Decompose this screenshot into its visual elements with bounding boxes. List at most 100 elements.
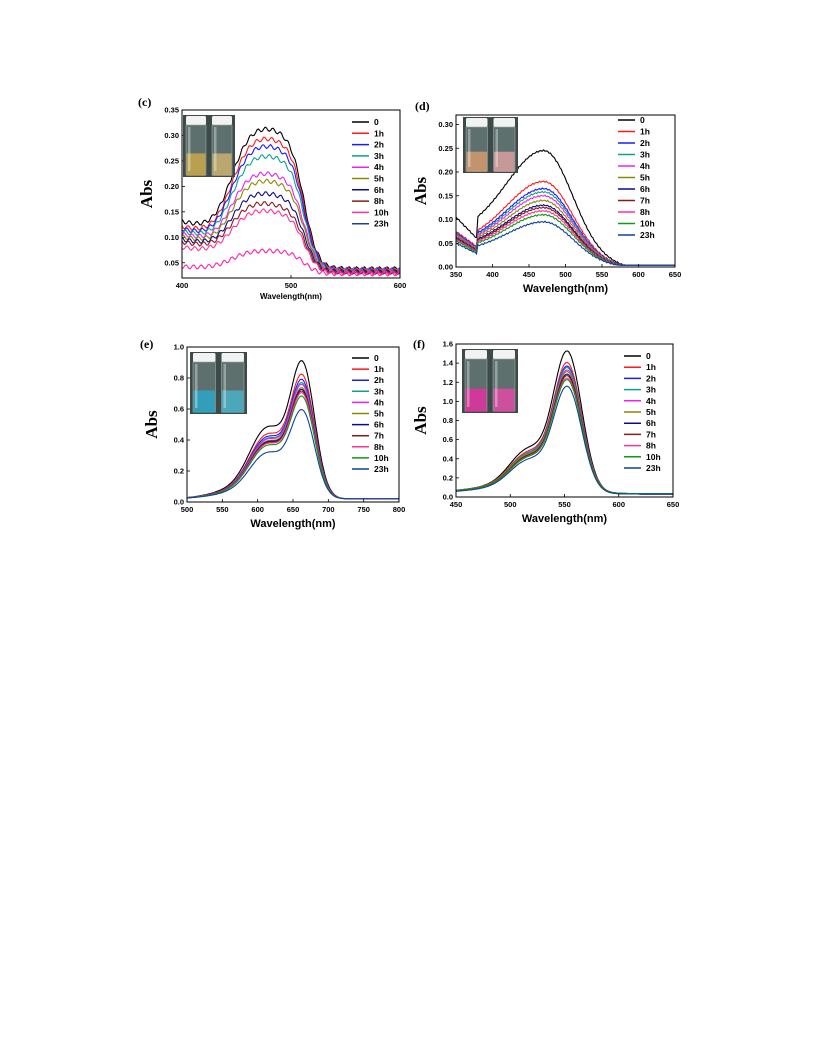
y-tick-label-c-0.15: 0.15 — [164, 207, 179, 216]
x-tick-label-e-700: 700 — [322, 505, 335, 514]
y-tick-label-f-1.4: 1.4 — [443, 359, 454, 368]
series-group-f — [456, 350, 673, 495]
y-tick-label-f-1: 1.0 — [443, 397, 453, 406]
legend-label-e-5h: 5h — [374, 409, 384, 419]
y-tick-label-e-0.4: 0.4 — [174, 436, 185, 445]
series-line-c-6h — [182, 191, 400, 275]
legend-label-f-6h: 6h — [646, 418, 656, 428]
y-axis-title-c: Abs — [137, 179, 156, 208]
y-axis-title-e: Abs — [142, 410, 161, 439]
y-tick-label-e-0.2: 0.2 — [174, 467, 184, 476]
x-tick-label-e-500: 500 — [181, 505, 194, 514]
y-tick-label-d-0: 0.00 — [438, 263, 453, 272]
y-tick-label-c-0.35: 0.35 — [164, 106, 179, 115]
y-tick-label-d-0.05: 0.05 — [438, 239, 453, 248]
legend-label-f-10h: 10h — [646, 452, 661, 462]
legend-label-d-1h: 1h — [640, 127, 650, 137]
legend-label-e-4h: 4h — [374, 397, 384, 407]
x-tick-label-d-500: 500 — [559, 270, 572, 279]
y-tick-label-c-0.25: 0.25 — [164, 157, 179, 166]
panel-c: (c) 400 500 600 0.05 0.10 0.15 0.20 0.25 0.30 0.35… — [137, 95, 406, 301]
legend-label-d-3h: 3h — [640, 150, 650, 160]
legend-label-c-6h: 6h — [374, 185, 384, 195]
legend-label-e-2h: 2h — [374, 375, 384, 385]
x-tick-label-c-500: 500 — [285, 281, 298, 290]
legend-label-f-23h: 23h — [646, 463, 661, 473]
y-tick-label-f-0.2: 0.2 — [443, 473, 453, 482]
x-tick-label-e-650: 650 — [287, 505, 300, 514]
y-tick-label-d-0.25: 0.25 — [438, 144, 453, 153]
legend-label-e-10h: 10h — [374, 453, 389, 463]
legend-label-e-6h: 6h — [374, 420, 384, 430]
series-line-c-23h — [182, 248, 400, 277]
panel-letter-c: (c) — [138, 95, 151, 109]
x-tick-label-d-350: 350 — [450, 270, 463, 279]
y-tick-label-e-0.6: 0.6 — [174, 405, 184, 414]
y-axis-title-f: Abs — [411, 406, 430, 435]
panel-e: (e) 500 550 600 650 700 750 800 0.0 0.2 0.4 0.6 0.8 1… — [140, 337, 405, 530]
y-tick-label-e-1: 1.0 — [174, 343, 184, 352]
x-tick-label-e-550: 550 — [216, 505, 229, 514]
y-tick-label-c-0.3: 0.30 — [164, 131, 179, 140]
y-tick-label-f-0.4: 0.4 — [443, 454, 454, 463]
x-tick-label-c-600: 600 — [394, 281, 407, 290]
panel-letter-e: (e) — [140, 337, 153, 351]
legend-label-d-0: 0 — [640, 115, 645, 125]
legend-label-e-3h: 3h — [374, 386, 384, 396]
x-tick-label-d-650: 650 — [669, 270, 682, 279]
legend-label-e-1h: 1h — [374, 364, 384, 374]
series-group-c — [182, 126, 400, 277]
legend-label-d-8h: 8h — [640, 207, 650, 217]
y-tick-label-d-0.1: 0.10 — [438, 215, 453, 224]
legend-label-d-5h: 5h — [640, 173, 650, 183]
legend-label-e-0: 0 — [374, 353, 379, 363]
legend-label-c-8h: 8h — [374, 196, 384, 206]
photo-of-two-vials-yellow — [183, 115, 235, 177]
x-axis-title-d: Wavelength(nm) — [523, 283, 608, 295]
x-axis-title-f: Wavelength(nm) — [522, 513, 607, 525]
legend-label-d-4h: 4h — [640, 161, 650, 171]
legend-label-c-5h: 5h — [374, 174, 384, 184]
y-tick-label-f-1.2: 1.2 — [443, 378, 453, 387]
x-tick-label-d-550: 550 — [596, 270, 609, 279]
panel-f: (f) 450 500 550 600 650 0.0 0.2 0.4 0.6 0.8 1.0 1.2 1… — [411, 337, 679, 525]
y-tick-label-e-0.8: 0.8 — [174, 374, 184, 383]
x-tick-label-e-600: 600 — [251, 505, 264, 514]
y-tick-label-c-0.05: 0.05 — [164, 258, 179, 267]
y-tick-label-f-1.6: 1.6 — [443, 340, 453, 349]
legend-label-f-0: 0 — [646, 351, 651, 361]
x-tick-label-d-400: 400 — [486, 270, 499, 279]
series-line-c-2h — [182, 143, 400, 273]
x-tick-label-e-750: 750 — [357, 505, 370, 514]
legend-label-d-10h: 10h — [640, 219, 655, 229]
series-group-e — [187, 360, 399, 500]
series-line-c-1h — [182, 136, 400, 273]
x-tick-label-f-450: 450 — [450, 500, 463, 509]
legend-label-f-4h: 4h — [646, 396, 656, 406]
y-tick-label-d-0.2: 0.20 — [438, 168, 453, 177]
legend-label-c-4h: 4h — [374, 162, 384, 172]
legend-label-f-3h: 3h — [646, 385, 656, 395]
series-line-c-8h — [182, 201, 400, 276]
legend-label-d-23h: 23h — [640, 230, 655, 240]
legend-label-c-2h: 2h — [374, 140, 384, 150]
photo-of-two-vials-pink — [462, 349, 518, 413]
legend-label-c-0: 0 — [374, 117, 379, 127]
x-tick-label-d-600: 600 — [632, 270, 645, 279]
series-line-c-10h — [182, 208, 400, 276]
legend-label-f-5h: 5h — [646, 407, 656, 417]
legend-label-f-8h: 8h — [646, 441, 656, 451]
y-axis-title-d: Abs — [411, 176, 430, 205]
photo-of-two-vials-blue — [190, 352, 247, 414]
y-tick-label-f-0: 0.0 — [443, 493, 453, 502]
legend-label-c-10h: 10h — [374, 207, 389, 217]
x-tick-label-f-600: 600 — [612, 500, 625, 509]
x-tick-label-f-550: 550 — [558, 500, 571, 509]
y-tick-label-f-0.6: 0.6 — [443, 435, 453, 444]
x-axis-title-c: Wavelength(nm) — [260, 292, 322, 301]
